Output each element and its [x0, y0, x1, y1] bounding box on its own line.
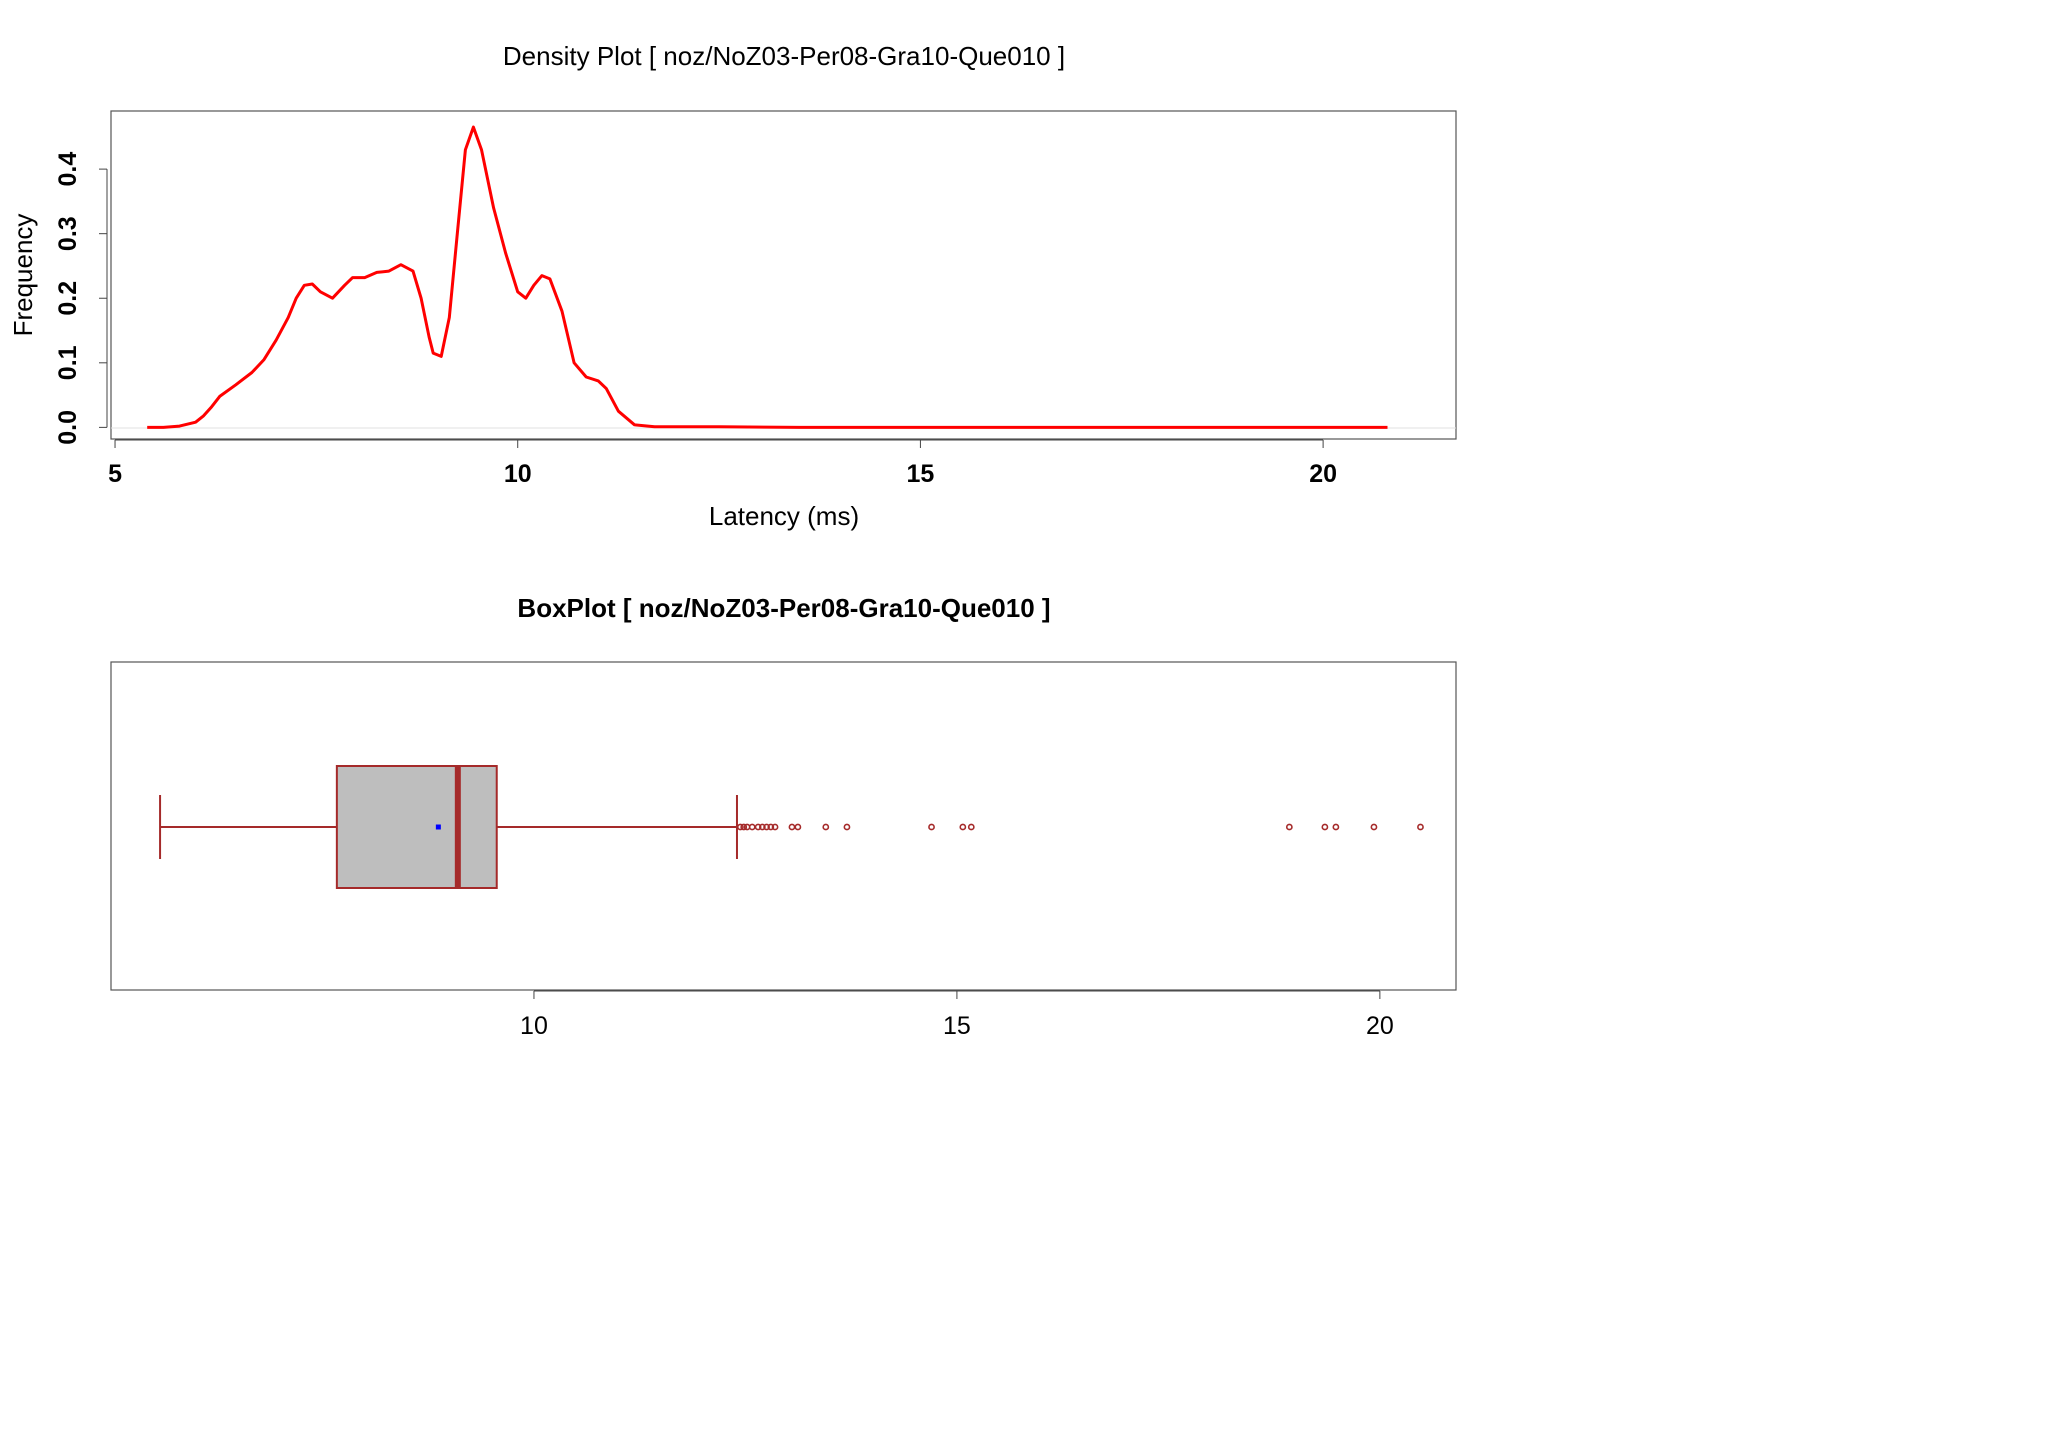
density-x-axis: 5 10 15 20: [108, 439, 1337, 488]
density-x-label: Latency (ms): [709, 501, 859, 531]
figure: Density Plot [ noz/NoZ03-Per08-Gra10-Que…: [8, 41, 1457, 1040]
density-y-axis: 0.0 0.1 0.2 0.3 0.4: [54, 152, 108, 445]
boxplot-marks: [159, 765, 1424, 889]
outlier-point: [1417, 823, 1424, 831]
outlier-point: [740, 823, 748, 831]
outlier-point: [788, 823, 796, 831]
boxplot-x-tick-label: 10: [520, 1012, 548, 1040]
density-y-tick-label: 0.3: [54, 216, 82, 251]
outlier-point: [1321, 823, 1329, 831]
interquartile-box: [335, 765, 498, 889]
density-y-label: Frequency: [8, 214, 38, 337]
density-plot-frame: [110, 110, 1457, 440]
density-y-tick-label: 0.4: [54, 152, 82, 187]
boxplot-x-tick-label: 15: [943, 1012, 971, 1040]
density-curve: [147, 125, 1388, 429]
boxplot-title: BoxPlot [ noz/NoZ03-Per08-Gra10-Que010 ]: [517, 593, 1050, 623]
outlier-point: [822, 823, 830, 831]
density-x-tick-label: 20: [1309, 460, 1337, 488]
mean-marker: [435, 824, 441, 830]
boxplot-frame: [110, 661, 1457, 991]
outlier-point: [928, 823, 935, 831]
density-y-tick-label: 0.2: [54, 281, 82, 316]
density-y-tick-label: 0.1: [54, 345, 82, 380]
outlier-point: [843, 823, 851, 831]
outlier-point: [1285, 823, 1293, 831]
density-panel: Density Plot [ noz/NoZ03-Per08-Gra10-Que…: [8, 41, 1457, 531]
outlier-point: [1370, 823, 1378, 831]
outlier-point: [758, 823, 766, 831]
density-title: Density Plot [ noz/NoZ03-Per08-Gra10-Que…: [503, 41, 1065, 71]
density-x-tick-label: 10: [504, 460, 532, 488]
boxplot-x-axis: 10 15 20: [520, 990, 1394, 1040]
density-x-tick-label: 15: [907, 460, 935, 488]
outlier-point: [736, 823, 744, 831]
outlier-point: [959, 823, 967, 831]
density-y-tick-label: 0.0: [54, 410, 82, 445]
outlier-point: [763, 823, 770, 831]
boxplot-x-tick-label: 20: [1366, 1012, 1394, 1040]
outlier-point: [754, 823, 762, 831]
density-x-tick-label: 5: [108, 460, 122, 488]
outlier-point: [1332, 823, 1340, 831]
outlier-point: [794, 823, 802, 831]
box-panel: BoxPlot [ noz/NoZ03-Per08-Gra10-Que010 ]…: [110, 593, 1457, 1040]
outlier-point: [967, 823, 975, 831]
outlier-point: [771, 823, 779, 831]
outlier-point: [767, 823, 775, 831]
outlier-point: [748, 823, 756, 831]
